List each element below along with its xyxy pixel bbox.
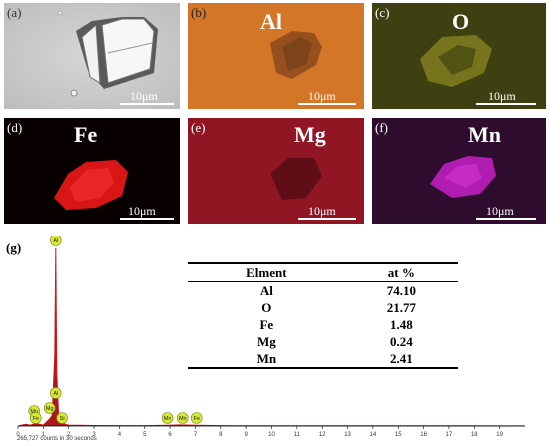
x-tick-label: 7 — [194, 432, 198, 438]
panel-c-title: O — [452, 9, 470, 34]
x-tick-label: 2 — [67, 432, 71, 438]
panel-f-label: (f) — [375, 120, 388, 135]
x-tick-label: 6 — [168, 432, 172, 438]
al-distribution-map — [188, 3, 364, 109]
element-badge-mg: Mg — [43, 402, 56, 414]
panel-c-scale-label: 10μm — [488, 89, 516, 103]
x-tick-label: 10 — [268, 432, 275, 438]
row-value: 1.48 — [389, 317, 413, 332]
x-tick-label: 12 — [319, 432, 326, 438]
x-tick-label: 13 — [344, 432, 351, 438]
panel-f-scale-label: 10μm — [486, 204, 514, 218]
svg-text:Mn: Mn — [30, 409, 38, 415]
panel-e-mg-map: (e) Mg 10μm — [188, 118, 364, 224]
panel-f-title: Mn — [468, 122, 501, 147]
x-tick-label: 14 — [370, 432, 377, 438]
panel-d-scale-label: 10μm — [128, 204, 156, 218]
element-badge-fe: Fe — [29, 412, 42, 424]
panel-a-scale-bar — [120, 103, 174, 105]
element-badge-al: Al — [49, 387, 62, 399]
panel-c-scale-bar — [476, 103, 536, 105]
x-tick-label: 18 — [471, 432, 478, 438]
table-header-row: Elment at % — [188, 263, 458, 282]
row-element: Al — [259, 283, 273, 298]
panel-d-label: (d) — [7, 120, 23, 135]
panel-a-label: (a) — [7, 5, 22, 20]
x-tick-label: 3 — [92, 432, 96, 438]
mn-distribution-map — [372, 118, 546, 224]
composition-table: Elment at % Al 74.10 O 21.77 Fe 1.48 Mg … — [188, 262, 458, 369]
header-at-percent: at % — [387, 265, 415, 280]
header-element: Elment — [246, 265, 287, 280]
table-row: Al 74.10 — [188, 282, 458, 300]
panel-e-title: Mg — [294, 122, 326, 147]
row-value: 21.77 — [386, 300, 416, 315]
x-tick-label: 0 — [16, 432, 20, 438]
svg-text:Mg: Mg — [46, 406, 54, 412]
table-row: Fe 1.48 — [188, 316, 458, 333]
svg-text:Al: Al — [53, 391, 58, 397]
x-tick-label: 5 — [143, 432, 147, 438]
optical-crystal-image — [4, 3, 180, 109]
svg-text:Fe: Fe — [33, 416, 39, 422]
x-tick-label: 8 — [219, 432, 223, 438]
panel-b-al-map: (b) Al 10μm — [188, 3, 364, 109]
panel-g-label: (g) — [6, 240, 22, 255]
table-row: Mn 2.41 — [188, 350, 458, 368]
panel-f-scale-bar — [476, 218, 536, 220]
mg-distribution-map — [188, 118, 364, 224]
svg-text:Al: Al — [53, 238, 58, 244]
fe-distribution-map — [4, 118, 180, 224]
x-tick-label: 4 — [118, 432, 122, 438]
panel-e-label: (e) — [191, 120, 206, 135]
spectrum-footer: 265,727 counts in 30 seconds — [17, 436, 97, 442]
x-tick-label: 19 — [496, 432, 503, 438]
row-value: 0.24 — [389, 334, 413, 349]
svg-text:Mn: Mn — [179, 416, 187, 422]
panel-c-o-map: (c) O 10μm — [372, 3, 546, 109]
panel-b-scale-bar — [298, 103, 356, 105]
panel-b-scale-label: 10μm — [308, 89, 336, 103]
element-badge-fe: Fe — [190, 412, 203, 424]
panel-b-title: Al — [260, 9, 282, 34]
panel-d-fe-map: (d) Fe 10μm — [4, 118, 180, 224]
table-row: Mg 0.24 — [188, 333, 458, 350]
element-badge-mn: Mn — [176, 412, 189, 424]
panel-f-mn-map: (f) Mn 10μm — [372, 118, 546, 224]
row-element: Mg — [256, 334, 276, 349]
element-badge-mn: Mn — [161, 412, 174, 424]
row-element: O — [261, 300, 272, 315]
panel-c-label: (c) — [375, 5, 390, 20]
panel-b-label: (b) — [191, 5, 207, 20]
row-element: Mn — [256, 351, 277, 366]
x-tick-label: 15 — [395, 432, 402, 438]
element-badge-al: Al — [49, 236, 62, 246]
panel-d-scale-bar — [120, 218, 174, 220]
panel-a-scale-label: 10μm — [130, 89, 158, 103]
x-tick-label: 16 — [420, 432, 427, 438]
x-tick-label: 11 — [294, 432, 301, 438]
row-value: 2.41 — [389, 351, 413, 366]
svg-text:Fe: Fe — [194, 416, 200, 422]
row-element: Fe — [259, 317, 274, 332]
panel-e-scale-bar — [298, 218, 356, 220]
x-tick-label: 9 — [244, 432, 248, 438]
panel-a-optical-image: (a) 10μm — [4, 3, 180, 109]
element-badge-si: Si — [56, 412, 68, 424]
x-tick-label: 1 — [42, 432, 46, 438]
svg-text:Mn: Mn — [164, 416, 172, 422]
panel-d-title: Fe — [74, 122, 98, 147]
x-tick-label: 17 — [446, 432, 453, 438]
svg-text:Si: Si — [60, 416, 65, 422]
table-row: O 21.77 — [188, 299, 458, 316]
row-value: 74.10 — [386, 283, 416, 298]
o-distribution-map — [372, 3, 546, 109]
panel-e-scale-label: 10μm — [308, 204, 336, 218]
